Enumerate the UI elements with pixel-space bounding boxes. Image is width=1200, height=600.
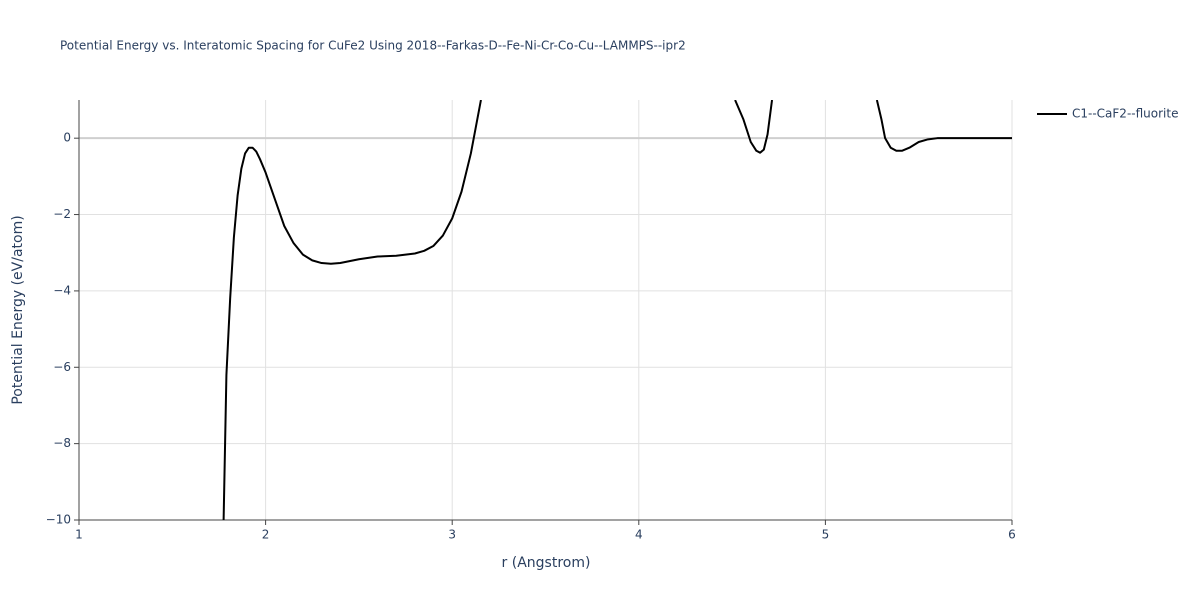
y-tick-label: −10	[46, 513, 71, 527]
y-tick-label: −4	[53, 283, 71, 297]
x-tick-label: 6	[1008, 528, 1016, 542]
y-tick-label: −2	[53, 207, 71, 221]
y-axis-label: Potential Energy (eV/atom)	[10, 215, 26, 404]
x-tick-label: 2	[262, 528, 270, 542]
plot-area	[222, 100, 1012, 520]
legend-label: C1--CaF2--fluorite	[1072, 107, 1178, 121]
y-tick-label: −8	[53, 436, 71, 450]
x-tick-label: 3	[448, 528, 456, 542]
grid: 1 2 3 4 5 6 −10 −8 −6 −4 −2 0	[46, 100, 1016, 542]
x-tick-label: 1	[75, 528, 83, 542]
series-line	[222, 100, 1012, 520]
x-tick-label: 5	[822, 528, 830, 542]
x-axis-label: r (Angstrom)	[502, 555, 591, 571]
chart-title: Potential Energy vs. Interatomic Spacing…	[60, 39, 686, 53]
legend: C1--CaF2--fluorite	[1037, 107, 1178, 121]
y-tick-label: 0	[63, 131, 71, 145]
y-tick-label: −6	[53, 360, 71, 374]
x-tick-label: 4	[635, 528, 643, 542]
